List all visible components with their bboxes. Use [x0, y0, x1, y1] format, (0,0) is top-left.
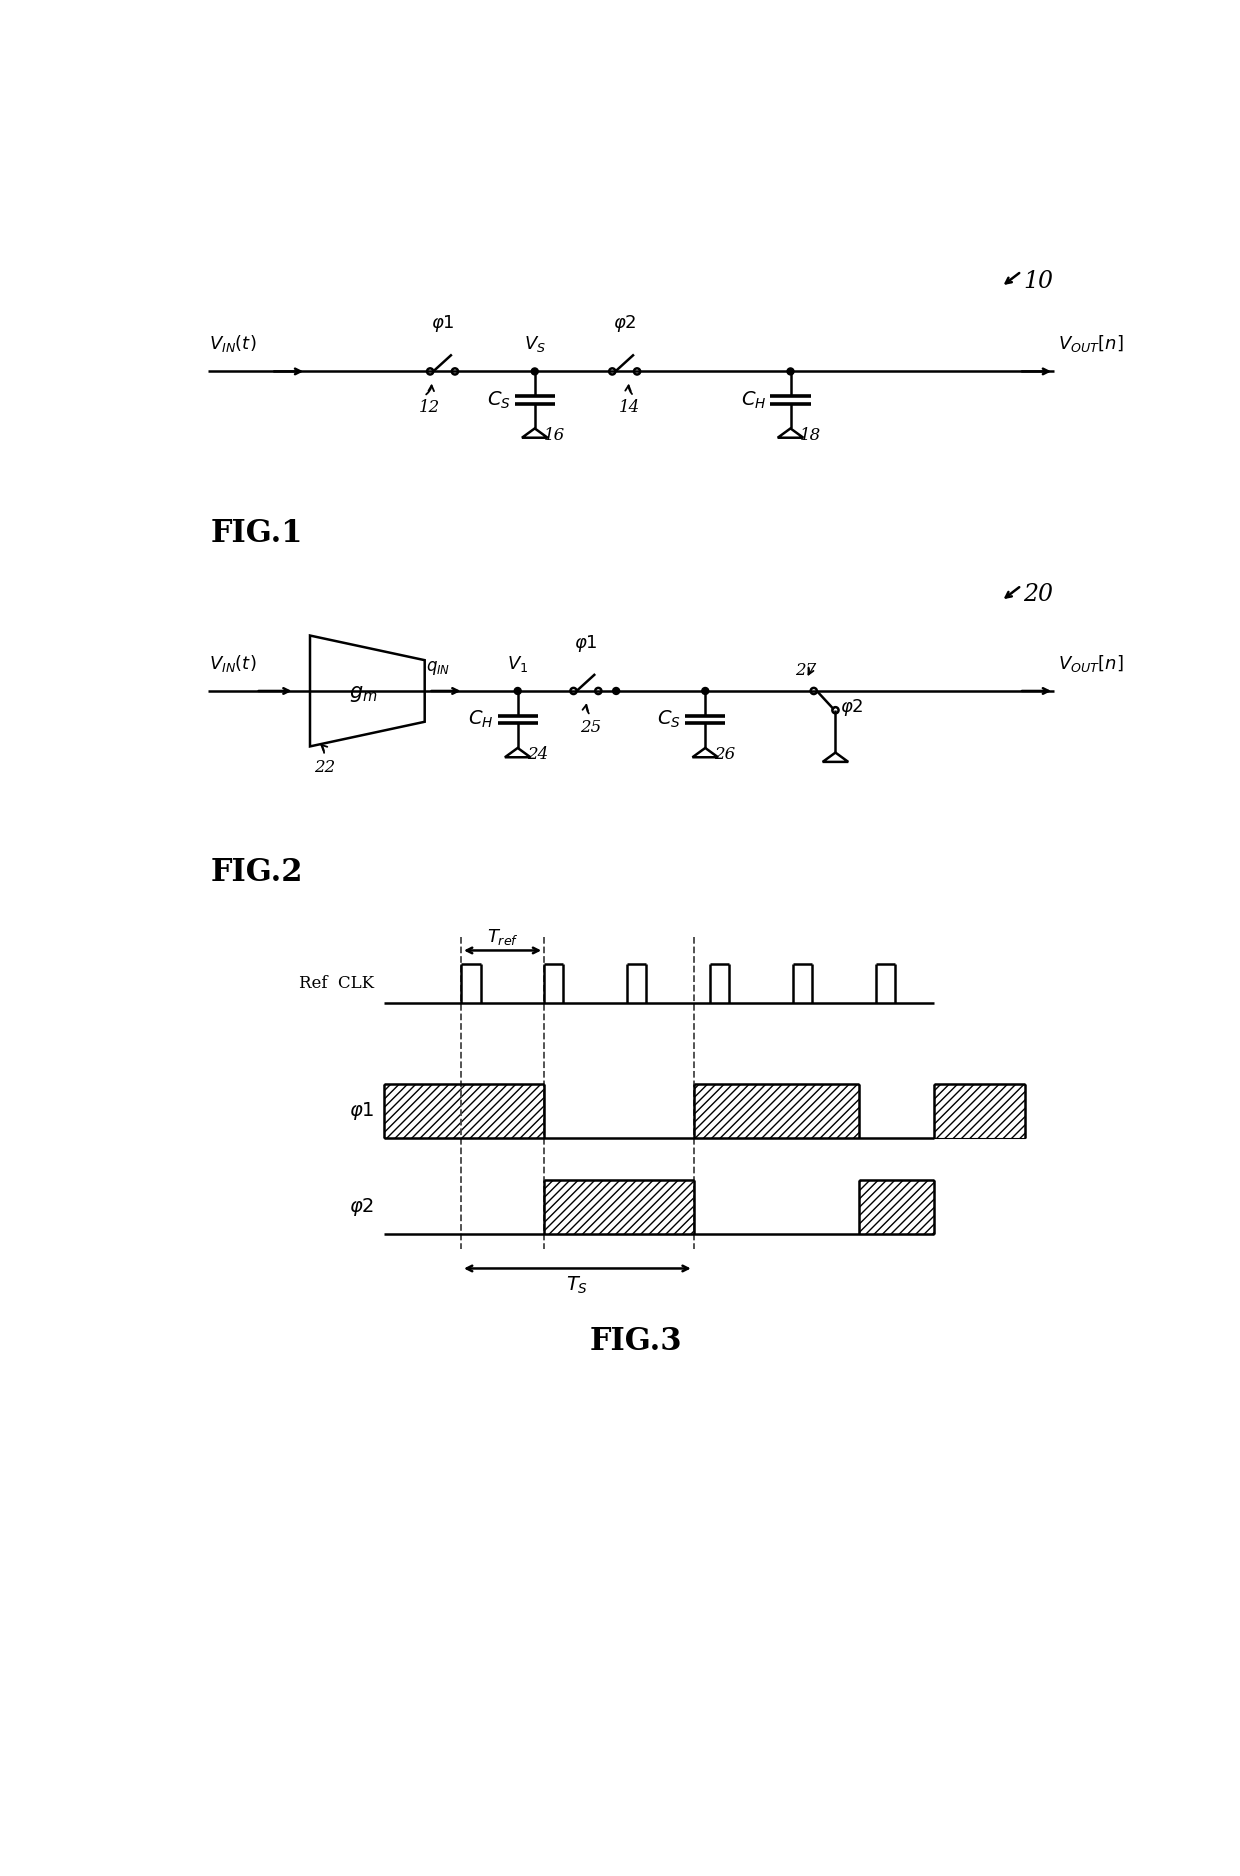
- Circle shape: [787, 368, 794, 375]
- Text: $V_{OUT}[n]$: $V_{OUT}[n]$: [1058, 653, 1123, 673]
- Text: $\varphi 2$: $\varphi 2$: [350, 1195, 374, 1218]
- Text: FIG.1: FIG.1: [211, 518, 303, 548]
- Text: $\varphi 1$: $\varphi 1$: [574, 632, 598, 655]
- Text: $q_{IN}$: $q_{IN}$: [427, 658, 450, 677]
- Text: $V_{OUT}[n]$: $V_{OUT}[n]$: [1058, 334, 1123, 355]
- Circle shape: [613, 687, 620, 694]
- Bar: [383, 1084, 544, 1137]
- Text: 18: 18: [800, 428, 821, 445]
- Text: $\varphi 1$: $\varphi 1$: [430, 313, 454, 334]
- Text: FIG.2: FIG.2: [211, 857, 304, 887]
- Circle shape: [531, 368, 538, 375]
- Bar: [859, 1180, 934, 1234]
- Text: $g_m$: $g_m$: [350, 685, 378, 704]
- Text: 26: 26: [714, 747, 735, 764]
- Bar: [693, 1084, 859, 1137]
- Circle shape: [702, 687, 709, 694]
- Bar: [544, 1180, 693, 1234]
- Text: Ref  CLK: Ref CLK: [299, 976, 374, 992]
- Text: $V_{IN}(t)$: $V_{IN}(t)$: [210, 653, 257, 673]
- Text: 22: 22: [314, 758, 335, 777]
- Text: $T_S$: $T_S$: [567, 1274, 589, 1296]
- Text: FIG.3: FIG.3: [589, 1326, 682, 1356]
- Circle shape: [515, 687, 521, 694]
- Text: $C_H$: $C_H$: [469, 709, 494, 730]
- Text: 16: 16: [544, 428, 565, 445]
- Text: $C_S$: $C_S$: [487, 388, 511, 411]
- Bar: [934, 1084, 1025, 1137]
- Text: 20: 20: [1023, 583, 1053, 606]
- Text: $C_H$: $C_H$: [742, 388, 766, 411]
- Text: $C_S$: $C_S$: [657, 709, 681, 730]
- Text: 24: 24: [527, 747, 548, 764]
- Text: $V_{IN}(t)$: $V_{IN}(t)$: [210, 334, 257, 355]
- Text: 14: 14: [619, 400, 640, 416]
- Text: 12: 12: [419, 400, 440, 416]
- Text: $T_{ref}$: $T_{ref}$: [486, 927, 518, 947]
- Text: 10: 10: [1023, 270, 1053, 293]
- Text: $\varphi 1$: $\varphi 1$: [348, 1099, 374, 1122]
- Text: 25: 25: [580, 719, 601, 735]
- Text: $\varphi 2$: $\varphi 2$: [613, 313, 636, 334]
- Text: 27: 27: [795, 662, 816, 679]
- Text: $V_S$: $V_S$: [523, 334, 546, 355]
- Text: $V_1$: $V_1$: [507, 655, 528, 673]
- Text: $\varphi 2$: $\varphi 2$: [841, 698, 864, 719]
